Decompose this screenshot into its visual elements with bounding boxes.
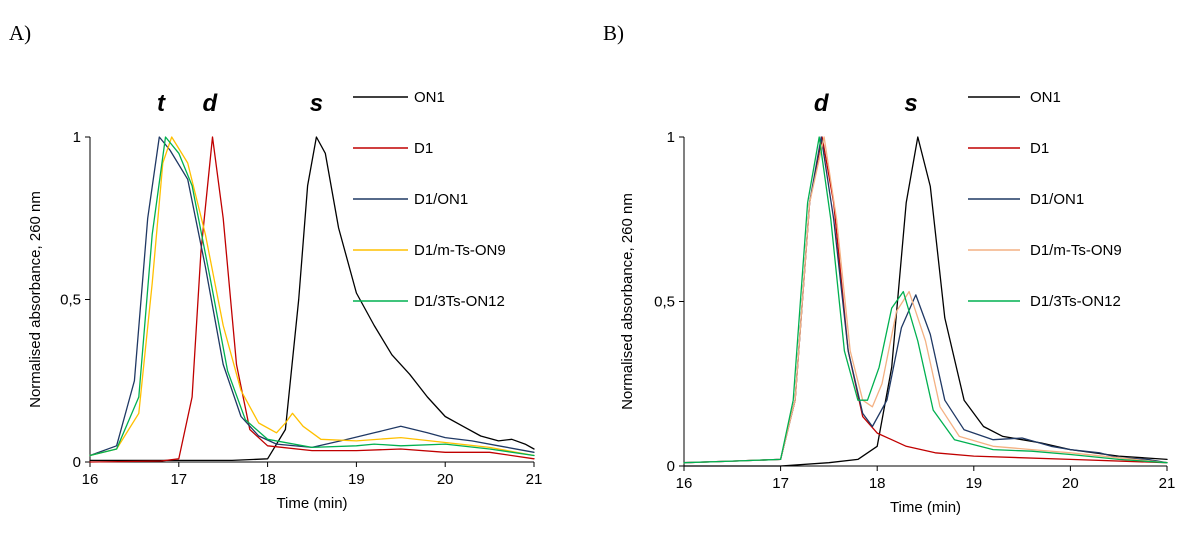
panel-label: B) [603, 21, 624, 45]
legend-entry: D1 [1030, 140, 1049, 157]
y-tick-label: 0,5 [60, 292, 81, 309]
x-tick-label: 16 [82, 471, 99, 488]
y-tick-label: 1 [667, 129, 675, 146]
series-line-d1 [89, 136, 535, 463]
chart-panel-b: B) 16 17 18 19 20 21 0 0,5 1 Time (min) Normalised … [603, 21, 1175, 516]
y-tick-label: 0 [667, 458, 675, 475]
x-tick-label: 21 [1159, 475, 1176, 492]
legend-entry: D1/3Ts-ON12 [414, 293, 505, 310]
x-axis-label: Time (min) [276, 495, 347, 512]
y-axis-label: Normalised absorbance, 260 nm [27, 191, 44, 408]
y-axis-label: Normalised absorbance, 260 nm [619, 193, 636, 410]
series-line-d1-3ts-on12 [683, 136, 1168, 464]
series-line-d1-3ts-on12 [89, 136, 535, 457]
series-line-on1 [683, 136, 1168, 467]
x-tick-label: 18 [869, 475, 886, 492]
legend-entry: D1/ON1 [414, 191, 468, 208]
legend-entry: D1/m-Ts-ON9 [1030, 242, 1122, 259]
series-line-d1-on1 [89, 136, 535, 457]
x-tick-label: 16 [676, 475, 693, 492]
legend: ON1 D1 D1/ON1 D1/m-Ts-ON9 D1/3Ts-ON12 [968, 89, 1122, 310]
x-tick-label: 21 [526, 471, 543, 488]
chart-panel-a: A) 16 17 18 19 20 21 0 0,5 1 Time (min) Normalised … [9, 21, 542, 512]
legend-entry: D1 [414, 140, 433, 157]
x-tick-label: 20 [1062, 475, 1079, 492]
peak-label: d [203, 90, 219, 117]
x-tick-label: 18 [259, 471, 276, 488]
legend-entry: ON1 [1030, 89, 1061, 106]
y-tick-label: 1 [73, 129, 81, 146]
x-tick-label: 20 [437, 471, 454, 488]
legend-entry: ON1 [414, 89, 445, 106]
x-tick-label: 17 [772, 475, 789, 492]
x-tick-label: 19 [348, 471, 365, 488]
peak-label: d [814, 90, 830, 117]
legend-entry: D1/ON1 [1030, 191, 1084, 208]
y-tick-label: 0 [73, 454, 81, 471]
y-tick-label: 0,5 [654, 294, 675, 311]
x-axis-label: Time (min) [890, 499, 961, 516]
peak-label: s [904, 90, 917, 117]
panel-label: A) [9, 21, 31, 45]
x-tick-label: 19 [965, 475, 982, 492]
peak-label: s [310, 90, 323, 117]
series-line-d1-m-ts-on9 [89, 136, 535, 457]
legend-entry: D1/3Ts-ON12 [1030, 293, 1121, 310]
peak-label: t [157, 90, 166, 117]
legend: ON1 D1 D1/ON1 D1/m-Ts-ON9 D1/3Ts-ON12 [353, 89, 506, 310]
x-tick-label: 17 [170, 471, 187, 488]
series-line-d1-m-ts-on9 [683, 136, 1168, 464]
legend-entry: D1/m-Ts-ON9 [414, 242, 506, 259]
